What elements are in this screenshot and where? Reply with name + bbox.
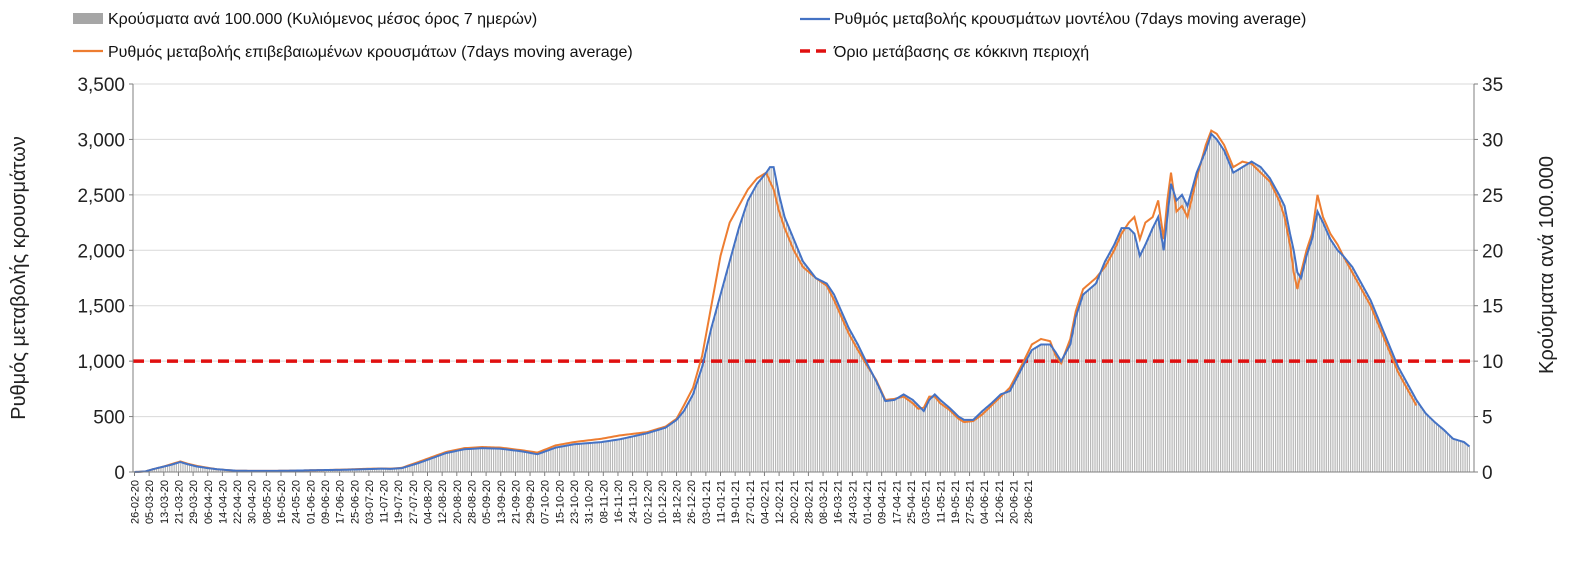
x-tick-label: 04-06-21 [979, 480, 991, 524]
x-tick-label: 24-11-20 [628, 480, 640, 523]
x-tick-label: 07-10-20 [540, 480, 552, 524]
y2-axis-title: Κρούσματα ανά 100.000 [1536, 156, 1558, 374]
x-tick-label: 08-05-20 [261, 480, 273, 524]
x-tick-label: 29-03-20 [188, 480, 200, 524]
x-tick-label: 16-05-20 [276, 480, 288, 524]
x-tick-label: 28-02-21 [803, 480, 815, 524]
x-tick-label: 28-06-21 [1023, 480, 1035, 524]
y-tick-label: 3,000 [77, 130, 125, 151]
x-tick-label: 10-12-20 [657, 480, 669, 524]
x-tick-label: 17-04-21 [891, 480, 903, 524]
x-tick-label: 16-03-21 [833, 480, 845, 524]
y-axis-ticks: 0 500 1,000 1,500 2,000 2,500 3,000 3,500 [77, 75, 133, 484]
legend-model-label: Ρυθμός μεταβολής κρουσμάτων μοντέλου (7d… [834, 11, 1306, 28]
x-tick-label: 01-04-21 [862, 480, 874, 524]
x-tick-label: 22-04-20 [232, 480, 244, 524]
legend-bars-swatch [73, 13, 103, 24]
legend-bars-label: Κρούσματα ανά 100.000 (Κυλιόμενος μέσος … [108, 11, 537, 28]
x-tick-label: 09-06-20 [320, 480, 332, 524]
x-tick-label: 25-04-21 [906, 480, 918, 524]
line-series [133, 129, 1474, 473]
x-tick-label: 26-02-20 [130, 480, 142, 524]
x-tick-label: 05-03-20 [144, 480, 156, 524]
x-tick-label: 24-03-21 [847, 480, 859, 524]
x-tick-label: 17-06-20 [335, 480, 347, 524]
x-tick-label: 25-06-20 [349, 480, 361, 524]
y2-tick-label: 20 [1482, 241, 1503, 262]
y-tick-label: 0 [114, 463, 125, 484]
x-tick-label: 28-08-20 [466, 480, 478, 524]
y-tick-label: 500 [93, 408, 125, 429]
x-tick-label: 20-08-20 [452, 480, 464, 524]
x-tick-label: 21-03-20 [173, 480, 185, 524]
y-axis-title: Ρυθμός μεταβολής κρουσμάτων [8, 136, 30, 420]
x-tick-label: 13-09-20 [496, 480, 508, 524]
y-tick-label: 2,500 [77, 186, 125, 207]
x-tick-label: 12-08-20 [437, 480, 449, 524]
y2-tick-label: 10 [1482, 352, 1503, 373]
y2-tick-label: 5 [1482, 408, 1493, 429]
x-tick-label: 30-04-20 [247, 480, 259, 524]
x-tick-label: 24-05-20 [291, 480, 303, 524]
x-tick-label: 27-07-20 [408, 480, 420, 524]
x-tick-label: 27-01-21 [745, 480, 757, 524]
x-tick-label: 31-10-20 [584, 480, 596, 524]
legend-threshold-label: Όριο μετάβασης σε κόκκινη περιοχή [833, 44, 1089, 61]
x-tick-label: 04-08-20 [423, 480, 435, 524]
y2-axis-ticks: 0 5 10 15 20 25 30 35 [1474, 75, 1503, 484]
x-tick-label: 15-10-20 [554, 480, 566, 524]
x-tick-label: 03-01-21 [701, 480, 713, 524]
x-tick-label: 13-03-20 [159, 480, 171, 524]
x-tick-label: 19-05-21 [950, 480, 962, 524]
y2-tick-label: 30 [1482, 130, 1503, 151]
x-tick-label: 21-09-20 [510, 480, 522, 524]
x-tick-label: 23-10-20 [569, 480, 581, 524]
y2-tick-label: 15 [1482, 297, 1503, 318]
x-tick-label: 27-05-21 [965, 480, 977, 524]
y-tick-label: 3,500 [77, 75, 125, 96]
legend-confirmed-label: Ρυθμός μεταβολής επιβεβαιωμένων κρουσμάτ… [108, 44, 633, 61]
x-tick-label: 12-02-21 [774, 480, 786, 524]
x-tick-label: 11-05-21 [935, 480, 947, 523]
x-tick-label: 08-11-20 [598, 480, 610, 523]
x-tick-label: 05-09-20 [481, 480, 493, 524]
model-series-line [134, 132, 1471, 473]
x-tick-label: 03-05-21 [921, 480, 933, 524]
x-tick-label: 09-04-21 [877, 480, 889, 524]
x-tick-label: 20-02-21 [789, 480, 801, 524]
y-tick-label: 2,000 [77, 241, 125, 262]
x-tick-label: 20-06-21 [1009, 480, 1021, 524]
legend: Κρούσματα ανά 100.000 (Κυλιόμενος μέσος … [73, 11, 1306, 61]
x-tick-label: 02-12-20 [642, 480, 654, 524]
x-tick-label: 11-01-21 [716, 480, 728, 523]
x-tick-label: 18-12-20 [672, 480, 684, 524]
x-tick-label: 08-03-21 [818, 480, 830, 524]
bar-series [139, 133, 1470, 472]
x-axis-ticks: 26-02-20 05-03-20 13-03-20 21-03-20 29-03-20… [130, 472, 1035, 524]
x-tick-label: 04-02-21 [759, 480, 771, 524]
x-tick-label: 01-06-20 [305, 480, 317, 524]
y2-tick-label: 25 [1482, 186, 1503, 207]
x-tick-label: 14-04-20 [217, 480, 229, 524]
x-tick-label: 16-11-20 [613, 480, 625, 523]
y2-tick-label: 35 [1482, 75, 1503, 96]
x-tick-label: 26-12-20 [686, 480, 698, 524]
x-tick-label: 06-04-20 [203, 480, 215, 524]
y2-tick-label: 0 [1482, 463, 1493, 484]
x-tick-label: 12-06-21 [994, 480, 1006, 524]
y-tick-label: 1,500 [77, 297, 125, 318]
x-tick-label: 11-07-20 [379, 480, 391, 523]
x-tick-label: 03-07-20 [364, 480, 376, 524]
y-tick-label: 1,000 [77, 352, 125, 373]
gridlines [133, 83, 1474, 418]
x-tick-label: 19-01-21 [730, 480, 742, 524]
x-tick-label: 29-09-20 [525, 480, 537, 524]
x-tick-label: 19-07-20 [393, 480, 405, 524]
